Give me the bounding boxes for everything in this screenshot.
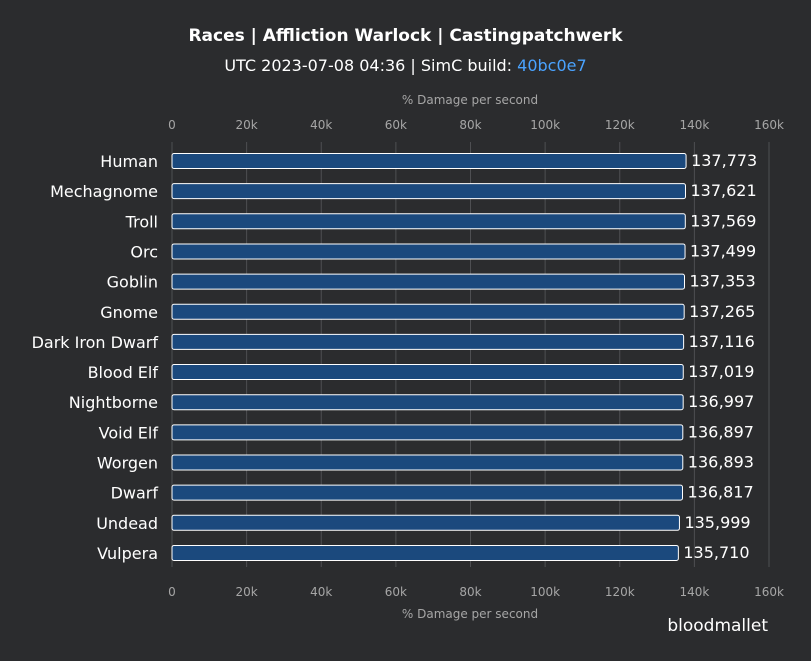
value-label: 137,019	[688, 362, 754, 381]
chart-subtitle: UTC 2023-07-08 04:36 | SimC build: 40bc0…	[0, 56, 811, 75]
value-label: 136,997	[688, 392, 754, 411]
bars	[171, 153, 687, 561]
value-label: 137,499	[690, 241, 756, 260]
top-tick-label: 100k	[530, 118, 560, 132]
bar	[171, 303, 685, 320]
bar	[171, 243, 686, 260]
bar	[171, 514, 680, 531]
category-label: Troll	[125, 212, 158, 231]
value-label: 136,893	[688, 453, 754, 472]
bar	[171, 273, 685, 290]
subtitle-text: UTC 2023-07-08 04:36 | SimC build:	[224, 56, 518, 75]
top-tick-label: 80k	[459, 118, 481, 132]
category-label: Mechagnome	[50, 182, 158, 201]
bottom-tick-label: 160k	[754, 585, 784, 599]
x-axis-title-top: % Damage per second	[402, 93, 538, 107]
value-label: 137,621	[690, 181, 756, 200]
bar	[171, 484, 683, 501]
bottom-tick-label: 60k	[385, 585, 407, 599]
grid-lines	[171, 142, 770, 567]
bar	[171, 364, 684, 381]
value-label: 137,353	[689, 272, 755, 291]
value-label: 135,710	[683, 543, 749, 562]
bottom-tick-label: 100k	[530, 585, 560, 599]
value-labels: 137,773 137,621 137,569 137,499 137,353 137,2…	[683, 151, 757, 562]
bottom-tick-label: 80k	[459, 585, 481, 599]
top-x-axis: 0 20k 40k 60k 80k 100k 120k 140k 160k	[168, 118, 784, 132]
category-label: Dark Iron Dwarf	[32, 333, 159, 352]
top-tick-label: 120k	[605, 118, 635, 132]
category-labels: Human Mechagnome Troll Orc Goblin Gnome Dark I…	[32, 152, 159, 563]
value-label: 137,116	[689, 332, 755, 351]
top-tick-label: 0	[168, 118, 176, 132]
value-label: 137,569	[690, 211, 756, 230]
chart-title: Races | Affliction Warlock | Castingpatc…	[188, 26, 623, 46]
category-label: Nightborne	[69, 393, 158, 412]
category-label: Worgen	[97, 454, 158, 473]
value-label: 136,817	[687, 483, 753, 502]
category-label: Dwarf	[111, 484, 159, 503]
category-label: Undead	[96, 514, 158, 533]
simc-build-link[interactable]: 40bc0e7	[517, 56, 587, 75]
top-tick-label: 40k	[310, 118, 332, 132]
top-tick-label: 60k	[385, 118, 407, 132]
category-label: Orc	[130, 242, 158, 261]
category-label: Human	[100, 152, 158, 171]
bar	[171, 454, 684, 471]
top-tick-label: 20k	[236, 118, 258, 132]
bar	[171, 544, 679, 561]
top-tick-label: 140k	[679, 118, 709, 132]
bottom-tick-label: 0	[168, 585, 176, 599]
top-tick-label: 160k	[754, 118, 784, 132]
category-label: Vulpera	[97, 544, 158, 563]
x-axis-title-bottom: % Damage per second	[402, 607, 538, 621]
bar	[171, 424, 684, 441]
bar	[171, 333, 685, 350]
bar	[171, 394, 684, 411]
category-label: Goblin	[107, 273, 158, 292]
category-label: Gnome	[100, 303, 158, 322]
category-label: Blood Elf	[88, 363, 159, 382]
bar	[171, 213, 686, 230]
value-label: 137,265	[689, 302, 755, 321]
bottom-tick-label: 20k	[236, 585, 258, 599]
category-label: Void Elf	[99, 423, 159, 442]
bottom-x-axis: 0 20k 40k 60k 80k 100k 120k 140k 160k	[168, 585, 784, 599]
brand-watermark: bloodmallet	[667, 616, 768, 636]
value-label: 136,897	[688, 422, 754, 441]
bottom-tick-label: 140k	[679, 585, 709, 599]
bar	[171, 183, 686, 200]
bar	[171, 153, 687, 169]
bottom-tick-label: 120k	[605, 585, 635, 599]
value-label: 137,773	[691, 151, 757, 170]
bottom-tick-label: 40k	[310, 585, 332, 599]
value-label: 135,999	[684, 513, 750, 532]
